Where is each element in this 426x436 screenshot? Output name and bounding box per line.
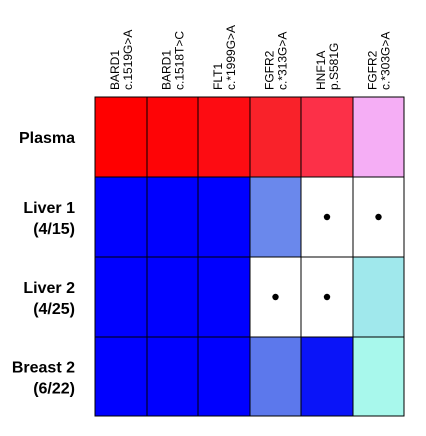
column-gene-label: FGFR2 <box>366 50 380 90</box>
column-label: FGFR2 c.*303G>A <box>366 32 393 90</box>
row-label: Breast 2 (6/22) <box>12 360 75 398</box>
column-labels: BARD1 c.1519G>A BARD1 c.1518T>C FLT1 c.*1999G… <box>108 25 393 90</box>
heatmap-cell <box>146 96 199 178</box>
row-count-label: (6/22) <box>33 381 75 398</box>
column-gene-label: BARD1 <box>108 50 122 90</box>
heatmap-cell <box>249 336 302 417</box>
heatmap-cell <box>94 336 148 417</box>
heatmap-cell <box>146 336 199 417</box>
cell-dot-marker <box>375 213 382 221</box>
column-variant-label: c.*303G>A <box>379 32 393 90</box>
column-label: HNF1A p.S581G <box>314 43 341 90</box>
row-label: Liver 1 (4/15) <box>23 200 75 238</box>
column-variant-label: c.*1999G>A <box>224 25 238 90</box>
column-gene-label: FLT1 <box>211 63 225 90</box>
heatmap-cell <box>94 256 148 338</box>
row-label: Liver 2 (4/25) <box>23 280 75 318</box>
heatmap-cell <box>300 96 354 178</box>
column-gene-label: FGFR2 <box>263 50 277 90</box>
heatmap-cell <box>352 256 405 338</box>
column-variant-label: c.1519G>A <box>121 30 135 90</box>
row-labels: Plasma Liver 1 (4/15) Liver 2 (4/25) Breast 2… <box>12 130 75 398</box>
heatmap-cell <box>352 336 405 417</box>
column-variant-label: p.S581G <box>327 43 341 90</box>
column-label: BARD1 c.1518T>C <box>160 31 187 90</box>
row-name-label: Plasma <box>19 130 75 147</box>
heatmap-cell <box>249 176 302 258</box>
row-name-label: Breast 2 <box>12 360 75 377</box>
heatmap-cell <box>197 176 251 258</box>
heatmap-cell <box>197 336 251 417</box>
column-label: FGFR2 c.*313G>A <box>263 32 290 90</box>
heatmap-dots <box>272 213 382 301</box>
column-variant-label: c.1518T>C <box>173 31 187 90</box>
heatmap-cell <box>197 256 251 338</box>
heatmap-cell <box>146 256 199 338</box>
row-label: Plasma <box>19 130 75 147</box>
column-label: FLT1 c.*1999G>A <box>211 25 238 90</box>
column-gene-label: BARD1 <box>160 50 174 90</box>
cell-dot-marker <box>272 293 279 301</box>
row-count-label: (4/15) <box>33 221 75 238</box>
column-label: BARD1 c.1519G>A <box>108 30 135 90</box>
heatmap-cell <box>300 336 354 417</box>
cell-dot-marker <box>323 213 331 221</box>
row-count-label: (4/25) <box>33 301 75 318</box>
heatmap-cell <box>197 96 251 178</box>
column-gene-label: HNF1A <box>314 51 328 90</box>
heatmap-cell <box>249 96 302 178</box>
heatmap-cells <box>94 96 405 417</box>
row-name-label: Liver 2 <box>23 280 75 297</box>
heatmap-cell <box>94 96 148 178</box>
heatmap-cell <box>352 96 405 178</box>
cell-dot-marker <box>323 293 331 301</box>
heatmap-cell <box>146 176 199 258</box>
row-name-label: Liver 1 <box>23 200 75 217</box>
column-variant-label: c.*313G>A <box>276 32 290 90</box>
heatmap-cell <box>94 176 148 258</box>
